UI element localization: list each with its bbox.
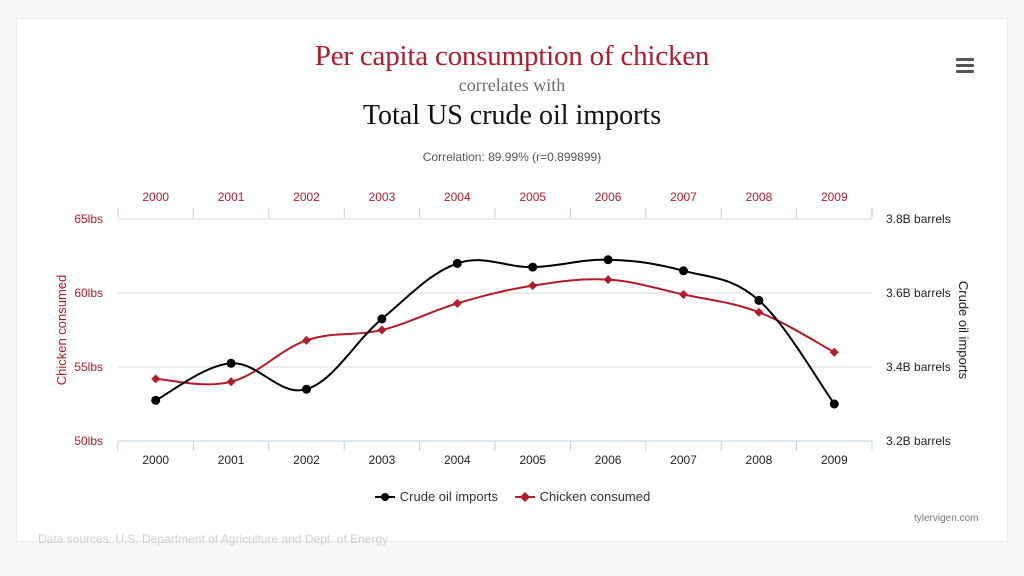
data-point-crude-oil xyxy=(151,395,161,405)
chart-legend: Crude oil imports Chicken consumed xyxy=(0,489,1024,505)
chart-title-primary: Per capita consumption of chicken xyxy=(314,40,710,72)
y-right-tick-label: 3.4B barrels xyxy=(886,360,951,374)
data-point-chicken xyxy=(528,281,538,291)
x-tick-label-top: 2001 xyxy=(218,190,245,204)
x-tick-label-bottom: 2008 xyxy=(746,453,773,467)
data-sources-note: Data sources: U.S. Department of Agricul… xyxy=(38,532,389,546)
series-line-crude-oil xyxy=(155,258,836,405)
y-right-tick-label: 3.2B barrels xyxy=(886,434,951,448)
chart-card xyxy=(16,18,1008,542)
data-point-crude-oil xyxy=(528,262,538,272)
y-right-axis-title: Crude oil imports xyxy=(956,281,971,380)
legend-label-crude-oil: Crude oil imports xyxy=(399,489,499,504)
y-right-tick-label: 3.8B barrels xyxy=(886,212,951,226)
y-left-axis-title: Chicken consumed xyxy=(54,275,69,386)
data-point-crude-oil xyxy=(603,255,613,265)
x-tick-label-bottom: 2004 xyxy=(444,453,471,467)
data-point-chicken xyxy=(754,307,764,317)
circle-marker-icon xyxy=(374,492,395,501)
data-point-chicken xyxy=(679,289,688,299)
correlation-label: Correlation: 89.99% (r=0.899899) xyxy=(422,150,602,164)
series-line-chicken xyxy=(155,278,835,386)
data-point-crude-oil xyxy=(377,314,387,324)
data-point-chicken xyxy=(452,298,462,308)
x-tick-label-top: 2002 xyxy=(293,190,320,204)
data-point-chicken xyxy=(302,335,311,345)
x-tick-label-bottom: 2000 xyxy=(142,453,169,467)
x-tick-label-top: 2008 xyxy=(746,190,773,204)
y-left-tick-label: 60lbs xyxy=(74,286,103,300)
chart-title-connector: correlates with xyxy=(458,75,566,95)
y-left-tick-label: 50lbs xyxy=(74,434,103,448)
y-right-tick-label: 3.6B barrels xyxy=(886,286,951,300)
legend-item-chicken[interactable]: Chicken consumed xyxy=(514,489,651,504)
x-tick-label-bottom: 2003 xyxy=(369,453,396,467)
diamond-marker-icon xyxy=(514,491,535,502)
data-point-chicken xyxy=(377,325,387,335)
x-tick-label-top: 2007 xyxy=(670,190,697,204)
data-point-chicken xyxy=(151,374,161,384)
chart-title-secondary: Total US crude oil imports xyxy=(362,100,662,131)
x-tick-label-top: 2006 xyxy=(595,190,622,204)
x-tick-label-bottom: 2001 xyxy=(218,453,245,467)
x-tick-label-bottom: 2007 xyxy=(670,453,697,467)
data-point-crude-oil xyxy=(829,399,839,409)
hamburger-menu-icon[interactable] xyxy=(956,58,974,74)
data-point-crude-oil xyxy=(452,258,462,268)
y-left-tick-label: 55lbs xyxy=(74,360,103,374)
x-tick-label-bottom: 2006 xyxy=(595,453,622,467)
x-tick-label-top: 2000 xyxy=(142,190,169,204)
x-tick-label-bottom: 2005 xyxy=(519,453,546,467)
x-tick-label-top: 2003 xyxy=(369,190,396,204)
x-tick-label-bottom: 2009 xyxy=(821,453,848,467)
data-point-crude-oil xyxy=(226,358,236,368)
x-tick-label-top: 2009 xyxy=(821,190,848,204)
x-tick-label-bottom: 2002 xyxy=(293,453,320,467)
y-left-tick-label: 65lbs xyxy=(74,212,103,226)
data-point-chicken xyxy=(603,275,613,285)
legend-label-chicken: Chicken consumed xyxy=(539,489,651,504)
data-point-chicken xyxy=(226,377,236,387)
x-tick-label-top: 2004 xyxy=(444,190,471,204)
x-tick-label-top: 2005 xyxy=(519,190,546,204)
data-point-crude-oil xyxy=(302,384,311,394)
legend-item-crude-oil[interactable]: Crude oil imports xyxy=(374,489,498,504)
data-point-crude-oil xyxy=(754,295,764,305)
data-point-chicken xyxy=(829,347,839,357)
source-credit[interactable]: tylervigen.com xyxy=(914,513,979,524)
data-point-crude-oil xyxy=(679,266,688,276)
